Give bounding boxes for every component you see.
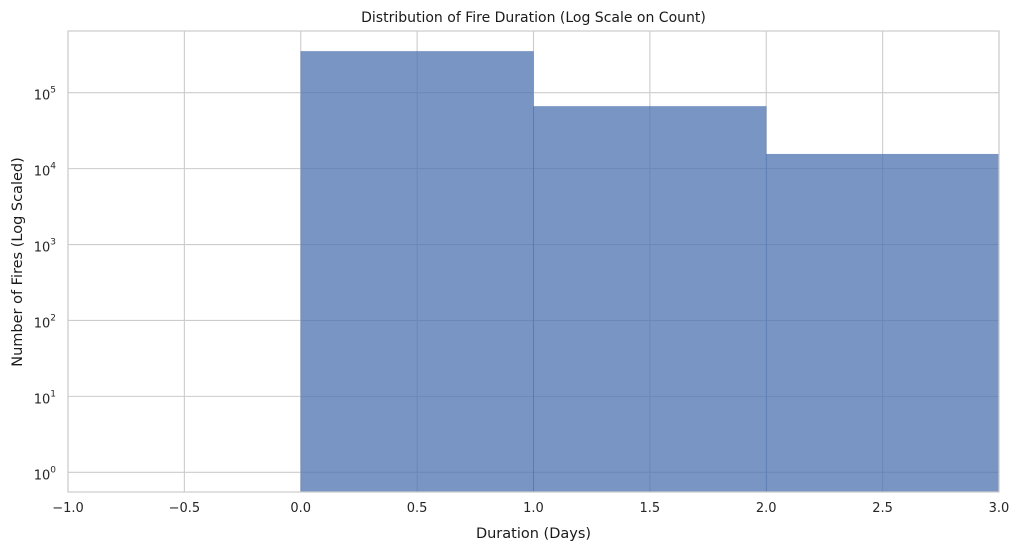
x-tick-label-7: 2.5 bbox=[872, 501, 893, 516]
chart-title: Distribution of Fire Duration (Log Scale… bbox=[361, 10, 706, 26]
x-axis-label: Duration (Days) bbox=[476, 526, 591, 542]
x-tick-label-1: −0.5 bbox=[169, 501, 201, 516]
y-tick-labels: 100 101 102 103 104 105 bbox=[34, 86, 57, 484]
y-tick-label-5: 105 bbox=[34, 86, 56, 104]
x-tick-label-0: −1.0 bbox=[52, 501, 84, 516]
y-tick-label-4: 104 bbox=[34, 162, 57, 180]
y-tick-label-0: 100 bbox=[34, 465, 57, 483]
histogram-bar-2 bbox=[766, 153, 1000, 493]
histogram-bar-1 bbox=[533, 106, 767, 493]
x-tick-label-3: 0.5 bbox=[407, 501, 428, 516]
x-tick-label-2: 0.0 bbox=[290, 501, 311, 516]
y-tick-label-3: 103 bbox=[34, 238, 56, 256]
y-tick-label-1: 101 bbox=[34, 389, 56, 407]
y-tick-label-2: 102 bbox=[34, 313, 56, 331]
y-axis-label: Number of Fires (Log Scaled) bbox=[10, 157, 26, 367]
histogram-bar-0 bbox=[300, 51, 534, 493]
plot-frame bbox=[67, 30, 1000, 493]
bars-group bbox=[300, 51, 1000, 493]
x-tick-label-5: 1.5 bbox=[640, 501, 661, 516]
x-tick-label-4: 1.0 bbox=[523, 501, 544, 516]
x-tick-label-8: 3.0 bbox=[989, 501, 1010, 516]
x-tick-labels: −1.0 −0.5 0.0 0.5 1.0 1.5 2.0 2.5 3.0 bbox=[52, 501, 1009, 516]
x-tick-label-6: 2.0 bbox=[756, 501, 777, 516]
